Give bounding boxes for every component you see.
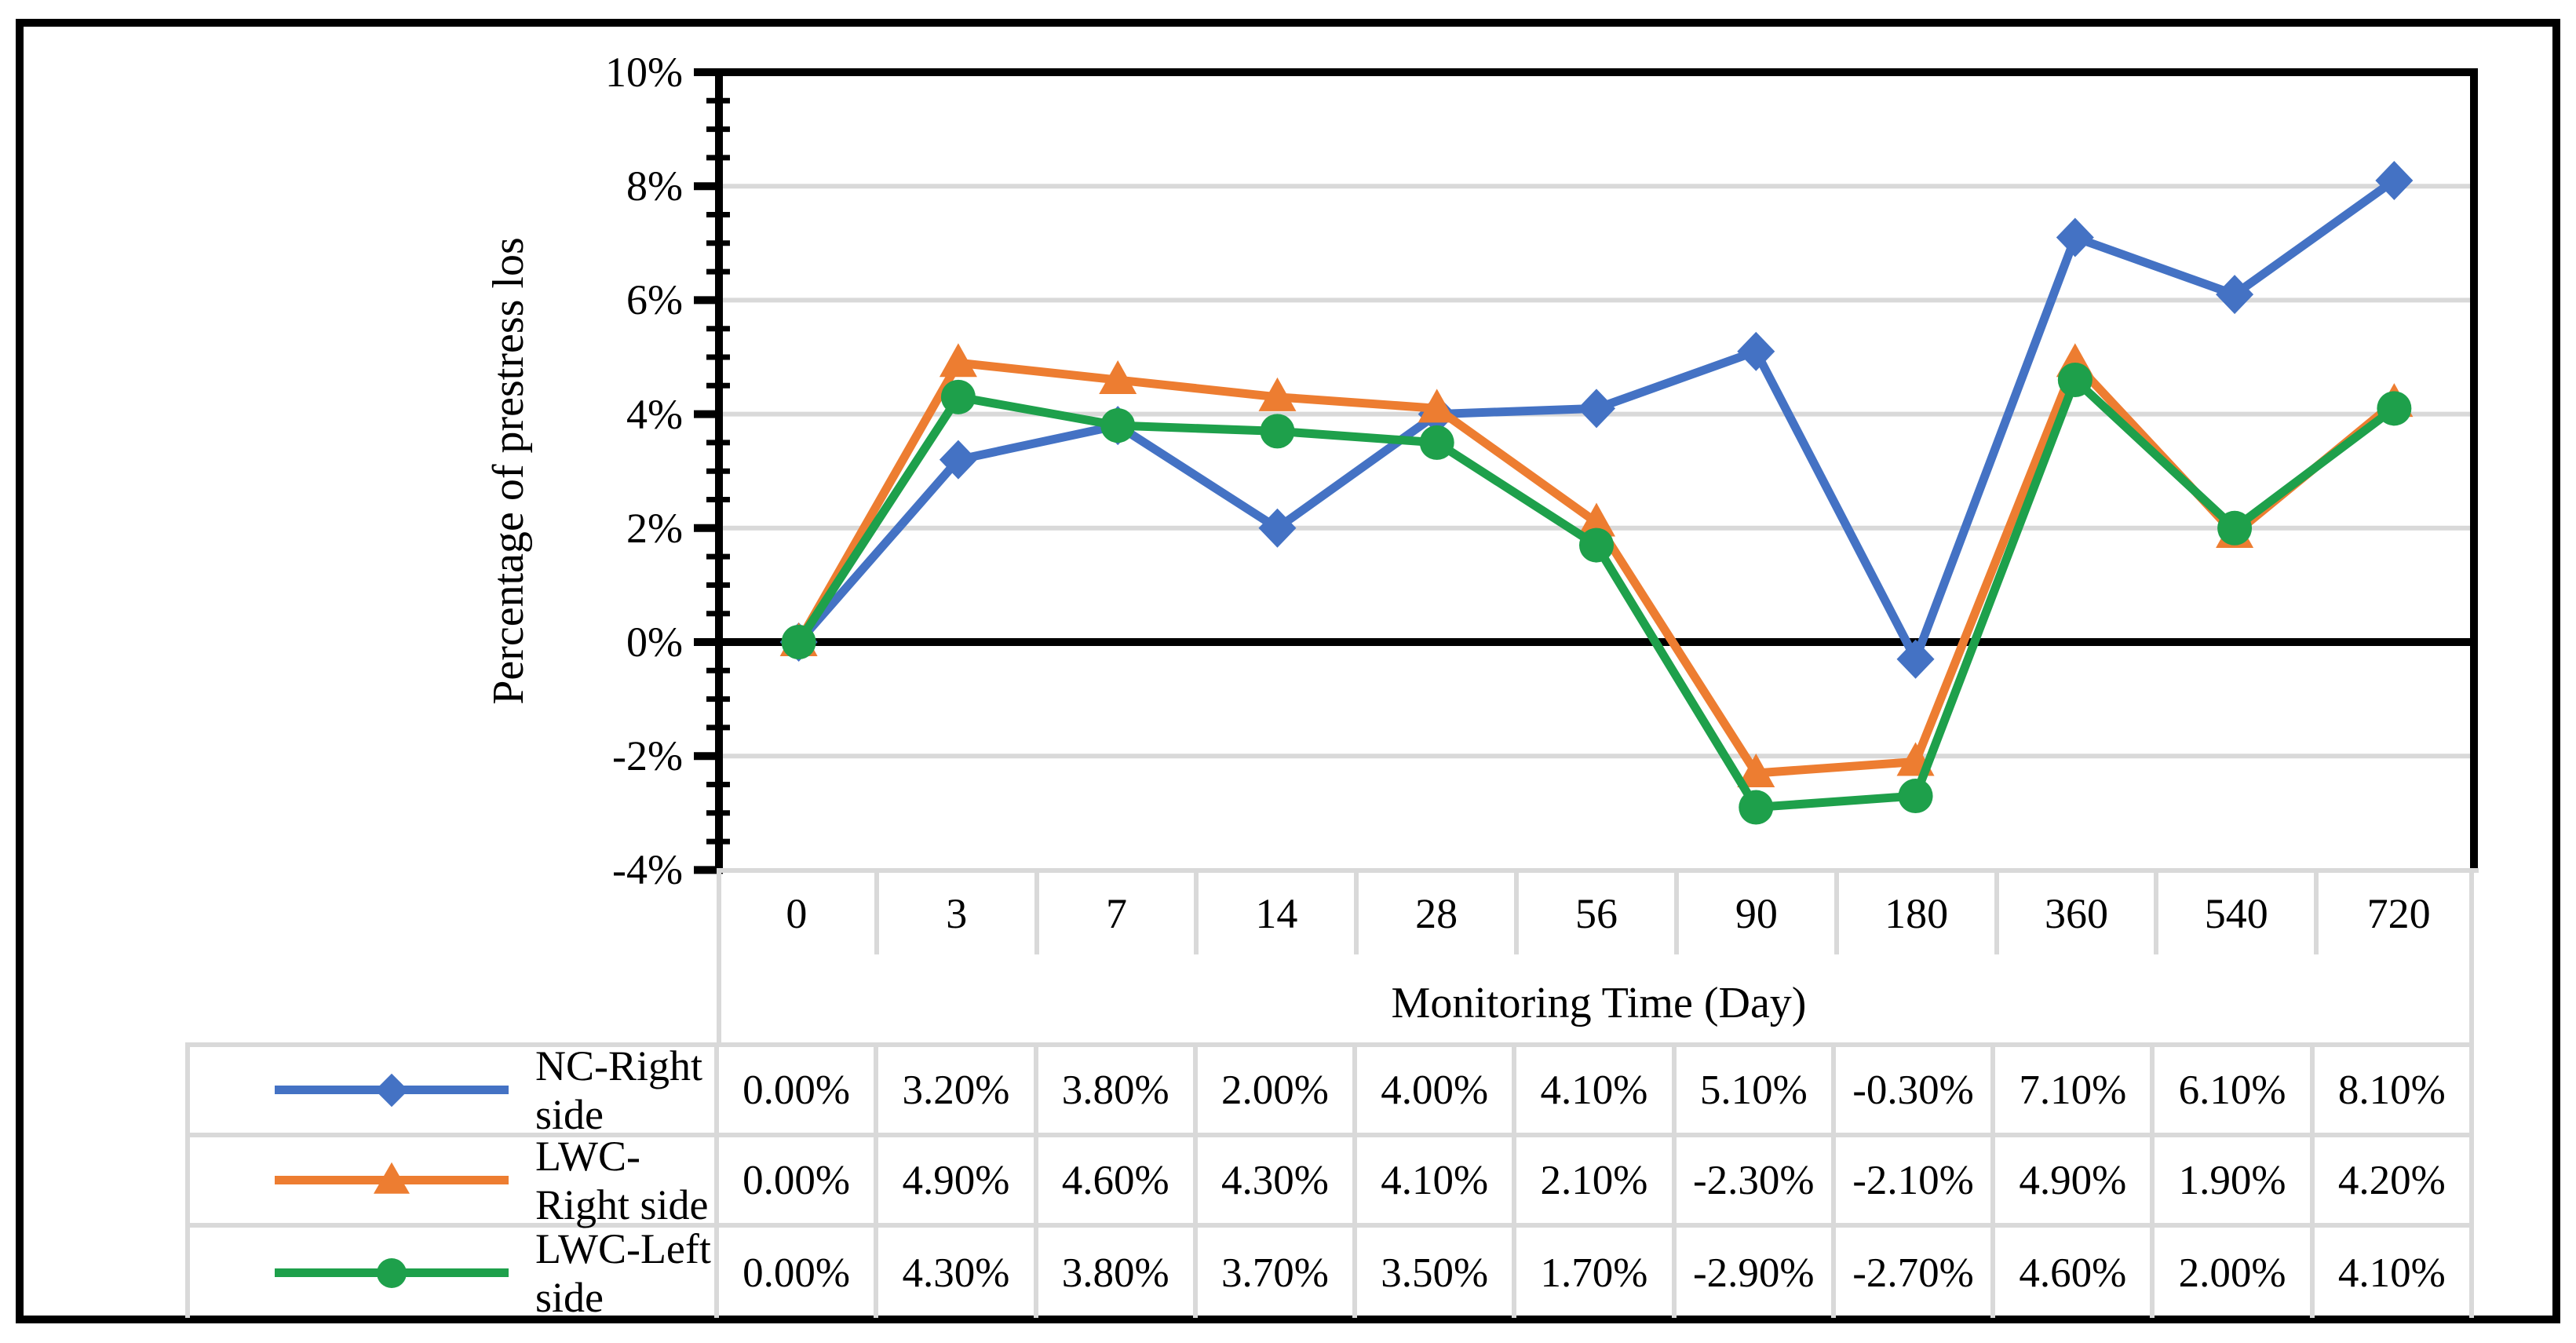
y-tick-label: 8% bbox=[626, 162, 683, 210]
table-value-cell: 4.00% bbox=[1357, 1047, 1517, 1137]
x-category-label: 180 bbox=[1839, 873, 1999, 954]
table-value-cell: -2.90% bbox=[1677, 1228, 1836, 1318]
y-tick-label: -2% bbox=[612, 732, 683, 780]
legend-key-lwc-left-side: LWC-Left side bbox=[190, 1225, 719, 1321]
x-axis-category-row: 0 3 7 14 28 56 90 180 360 540 720 bbox=[719, 868, 2479, 954]
y-tick-label: 0% bbox=[626, 619, 683, 666]
marker-circle bbox=[1739, 790, 1774, 825]
y-tick-label: 6% bbox=[626, 276, 683, 324]
series-name: NC-Right side bbox=[535, 1042, 703, 1138]
marker-circle bbox=[2057, 363, 2093, 398]
y-tick-label: 10% bbox=[605, 49, 683, 96]
table-value-cell: 1.90% bbox=[2155, 1137, 2315, 1228]
table-value-cell: 1.70% bbox=[1516, 1228, 1677, 1318]
table-value-cell: 6.10% bbox=[2155, 1047, 2315, 1137]
legend-marker-diamond bbox=[374, 1073, 409, 1107]
x-category-label: 14 bbox=[1199, 873, 1359, 954]
table-value-cell: 0.00% bbox=[719, 1137, 879, 1228]
x-category-label: 56 bbox=[1519, 873, 1679, 954]
table-value-cell: 3.70% bbox=[1198, 1228, 1358, 1318]
table-value-cell: 3.50% bbox=[1357, 1228, 1517, 1318]
data-table: NC-Right side 0.00% 3.20% 3.80% 2.00% 4.00% 4.… bbox=[185, 1042, 2474, 1321]
marker-triangle bbox=[1418, 389, 1456, 423]
series-name: LWC-Right side bbox=[535, 1132, 709, 1228]
marker-triangle bbox=[1737, 753, 1775, 787]
table-value-cell: 4.60% bbox=[1038, 1137, 1198, 1228]
marker-diamond bbox=[2216, 275, 2254, 315]
table-value-cell: -2.70% bbox=[1836, 1228, 1996, 1318]
x-category-label: 3 bbox=[879, 873, 1039, 954]
line-chart-plot bbox=[694, 68, 2478, 874]
marker-triangle bbox=[1578, 502, 1615, 537]
marker-diamond bbox=[939, 440, 977, 480]
table-value-cell: 4.10% bbox=[1357, 1137, 1517, 1228]
figure-border bbox=[16, 19, 2560, 1323]
table-value-cell: 4.90% bbox=[878, 1137, 1038, 1228]
series-name: LWC-Left side bbox=[535, 1224, 711, 1321]
legend-line bbox=[275, 1073, 509, 1107]
table-value-cell: -0.30% bbox=[1835, 1047, 1996, 1137]
y-tick-label: 4% bbox=[626, 390, 683, 438]
x-category-label: 28 bbox=[1359, 873, 1520, 954]
y-tick-label: 2% bbox=[626, 504, 683, 552]
table-value-cell: 2.10% bbox=[1516, 1137, 1677, 1228]
marker-circle bbox=[2217, 510, 2253, 546]
marker-diamond bbox=[1578, 389, 1615, 429]
table-value-cell: 2.00% bbox=[1197, 1047, 1358, 1137]
marker-triangle bbox=[1258, 377, 1297, 411]
table-value-cell: 8.10% bbox=[2314, 1047, 2474, 1137]
table-value-cell: 3.20% bbox=[878, 1047, 1038, 1137]
table-value-cell: 0.00% bbox=[719, 1047, 879, 1137]
x-category-label: 540 bbox=[2158, 873, 2319, 954]
table-value-cell: 3.80% bbox=[1038, 1047, 1198, 1137]
legend-marker-triangle bbox=[374, 1162, 410, 1194]
marker-circle bbox=[940, 379, 976, 414]
legend-line bbox=[275, 1162, 509, 1194]
table-value-cell: -2.30% bbox=[1676, 1137, 1836, 1228]
table-value-cell: 4.20% bbox=[2314, 1137, 2474, 1228]
table-value-cell: 4.30% bbox=[878, 1228, 1038, 1318]
marker-circle bbox=[1898, 779, 1933, 814]
table-value-cell: 4.90% bbox=[1995, 1137, 2155, 1228]
table-value-cell: 0.00% bbox=[719, 1228, 879, 1318]
marker-diamond bbox=[1737, 331, 1775, 371]
legend-key-lwc-right-side: LWC-Right side bbox=[190, 1133, 719, 1228]
x-category-label: 7 bbox=[1039, 873, 1199, 954]
table-value-cell: 5.10% bbox=[1676, 1047, 1836, 1137]
table-value-cell: 4.60% bbox=[1995, 1228, 2155, 1318]
marker-diamond bbox=[1258, 508, 1297, 548]
table-value-cell: -2.10% bbox=[1835, 1137, 1996, 1228]
marker-circle bbox=[781, 625, 816, 659]
table-left-divider bbox=[717, 868, 721, 1042]
table-right-divider bbox=[2469, 868, 2474, 1042]
legend-line bbox=[275, 1257, 509, 1288]
table-value-cell: 4.10% bbox=[1516, 1047, 1677, 1137]
marker-diamond bbox=[2056, 217, 2094, 257]
table-value-cell: 7.10% bbox=[1995, 1047, 2155, 1137]
legend-marker-circle bbox=[377, 1257, 407, 1288]
y-tick-label: -4% bbox=[612, 846, 683, 894]
marker-triangle bbox=[1099, 360, 1137, 395]
x-category-label: 360 bbox=[1999, 873, 2159, 954]
x-category-label: 720 bbox=[2366, 890, 2431, 937]
marker-triangle bbox=[939, 343, 977, 378]
marker-circle bbox=[1419, 425, 1454, 460]
legend-key-nc-right-side: NC-Right side bbox=[190, 1042, 719, 1138]
marker-circle bbox=[1260, 414, 1295, 449]
x-category-label: 0 bbox=[719, 873, 879, 954]
marker-circle bbox=[1100, 408, 1136, 443]
marker-diamond bbox=[1896, 639, 1935, 679]
table-value-cell: 2.00% bbox=[2155, 1228, 2315, 1318]
marker-circle bbox=[2377, 391, 2412, 426]
marker-diamond bbox=[2375, 160, 2414, 200]
marker-circle bbox=[1579, 527, 1614, 563]
table-value-cell: 4.10% bbox=[2315, 1228, 2474, 1318]
x-axis-title: Monitoring Time (Day) bbox=[1391, 979, 1807, 1027]
table-value-cell: 3.80% bbox=[1038, 1228, 1198, 1318]
x-category-label: 90 bbox=[1679, 873, 1839, 954]
table-value-cell: 4.30% bbox=[1197, 1137, 1358, 1228]
